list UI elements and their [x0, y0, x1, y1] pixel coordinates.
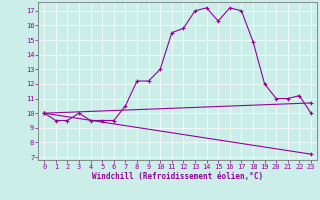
X-axis label: Windchill (Refroidissement éolien,°C): Windchill (Refroidissement éolien,°C) [92, 172, 263, 181]
